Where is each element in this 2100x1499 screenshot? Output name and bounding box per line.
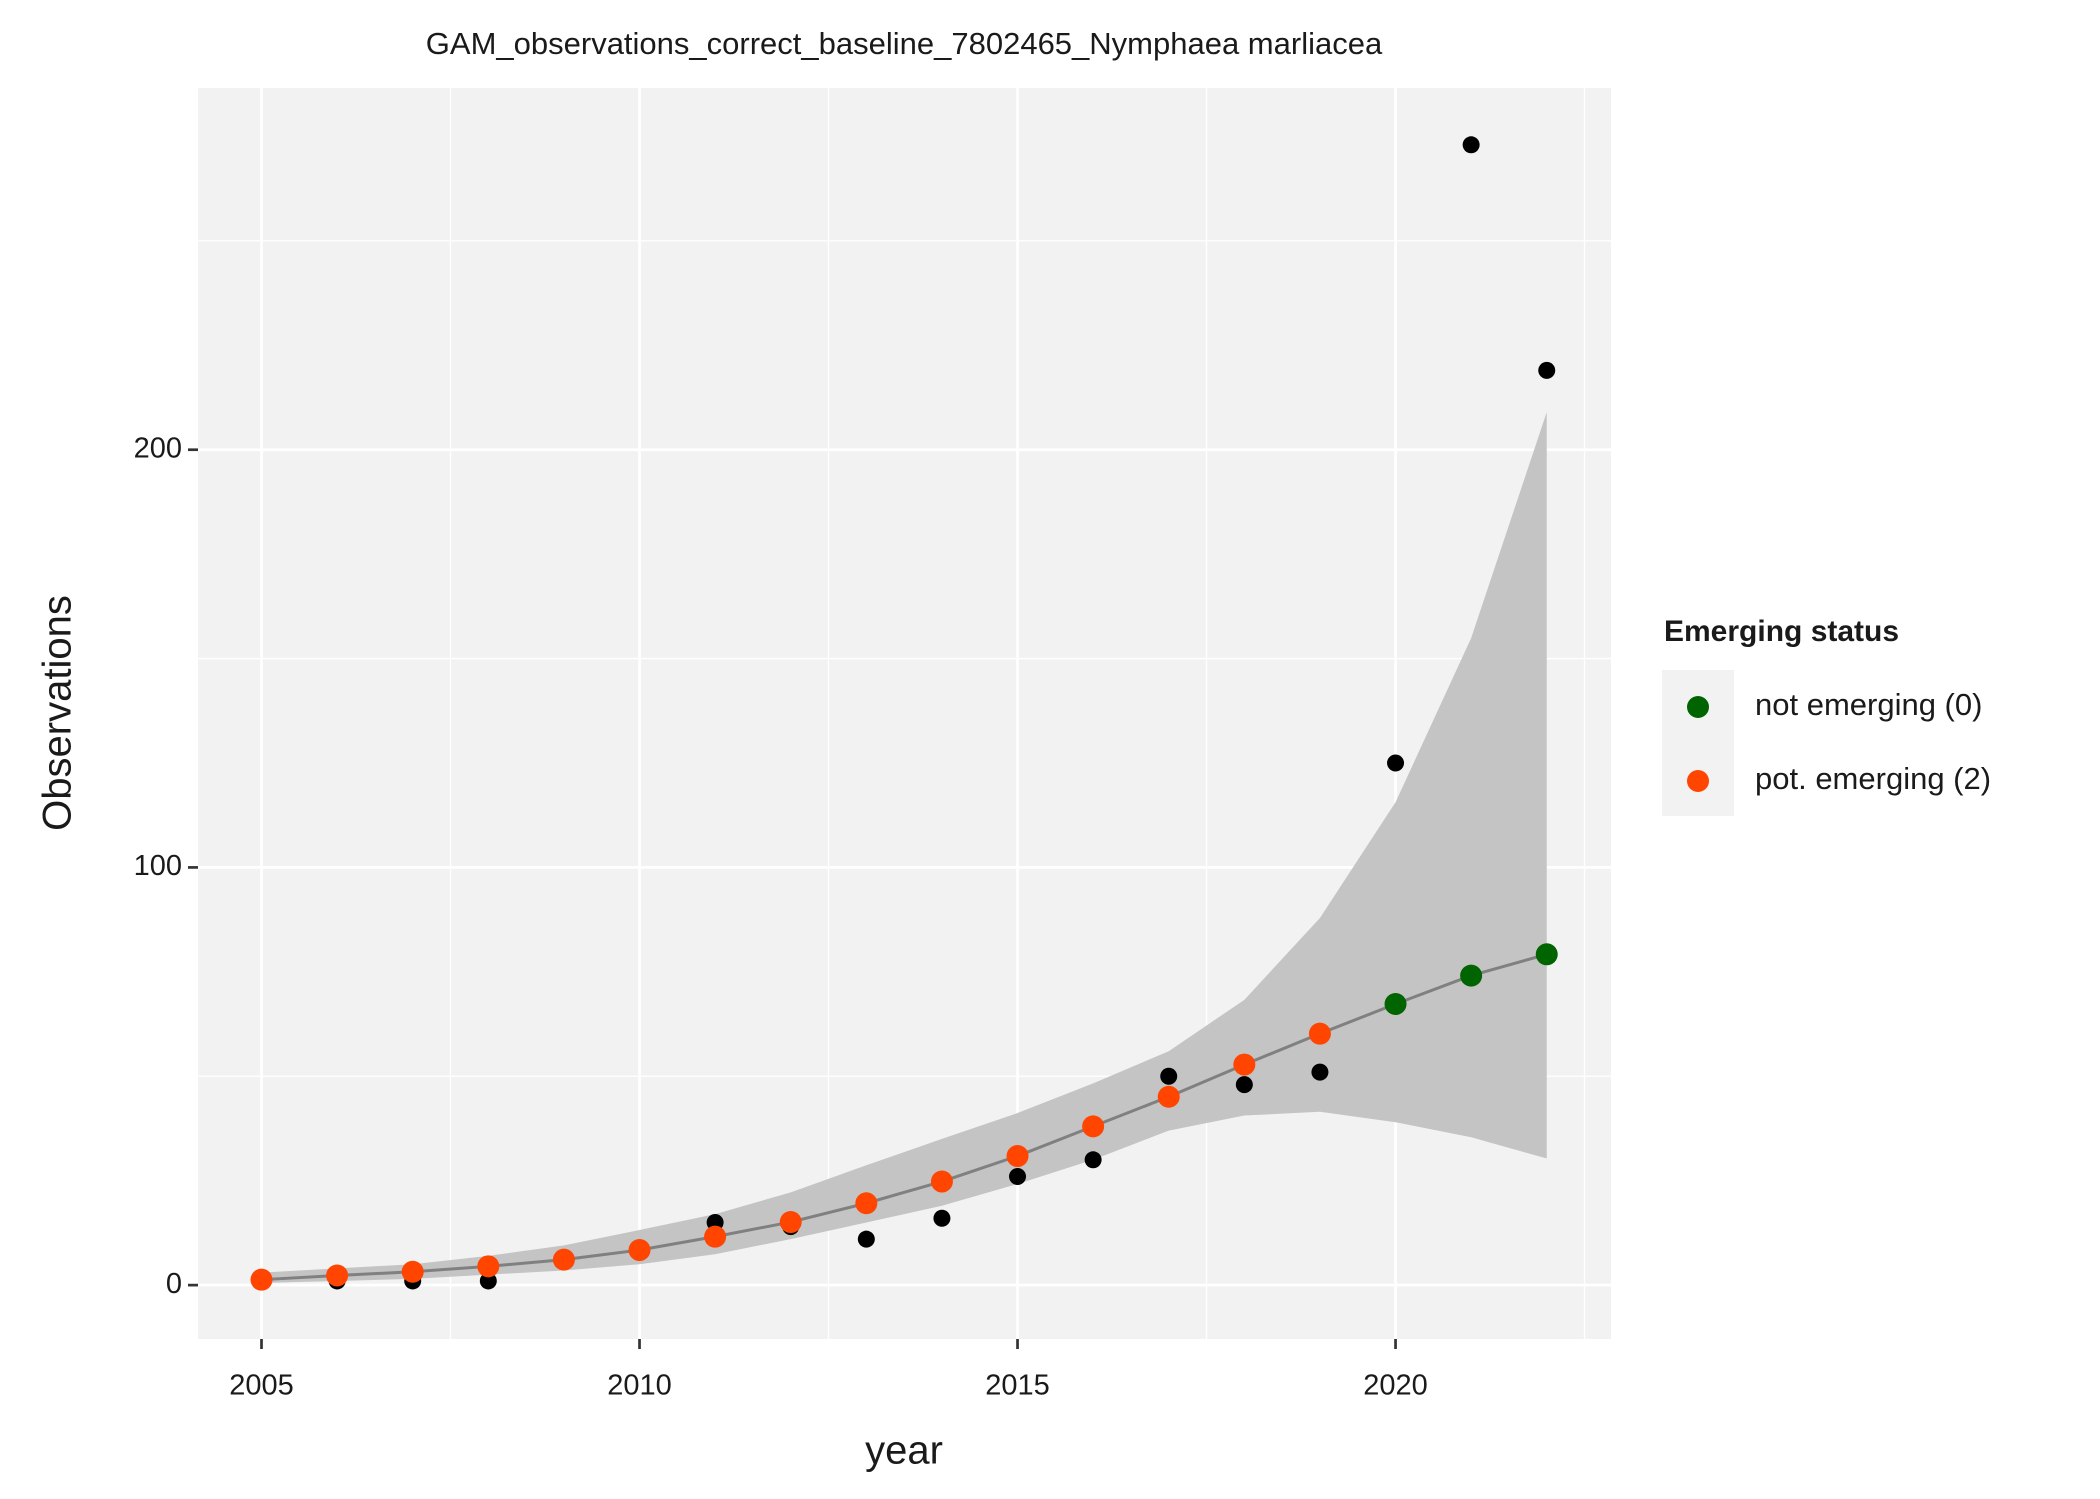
y-tick-label: 0 — [166, 1268, 182, 1300]
legend-key — [1687, 696, 1709, 718]
fitted-point — [1082, 1115, 1105, 1138]
x-tick-label: 2020 — [1363, 1370, 1428, 1402]
legend-title: Emerging status — [1664, 615, 1899, 648]
fitted-point — [552, 1248, 575, 1271]
legend-key-background — [1662, 670, 1734, 816]
x-tick-label: 2015 — [985, 1370, 1050, 1402]
panel — [198, 88, 1611, 1339]
legend-key — [1687, 770, 1709, 792]
fitted-point — [779, 1211, 802, 1234]
legend-label: not emerging (0) — [1755, 687, 1982, 722]
legend-label: pot. emerging (2) — [1755, 761, 1991, 796]
observation-point — [1084, 1151, 1102, 1169]
observation-point — [933, 1209, 951, 1227]
y-tick-label: 200 — [134, 432, 182, 464]
x-axis-title: year — [865, 1429, 943, 1473]
observation-point — [1387, 754, 1405, 772]
fitted-point — [930, 1170, 953, 1193]
fitted-point — [1308, 1022, 1331, 1045]
fitted-point — [477, 1255, 500, 1278]
fitted-point — [628, 1239, 651, 1262]
confidence-ribbon — [261, 412, 1547, 1284]
chart-title: GAM_observations_correct_baseline_780246… — [426, 26, 1383, 61]
y-tick-label: 100 — [134, 850, 182, 882]
observation-point — [1160, 1067, 1178, 1085]
fitted-point — [1535, 943, 1558, 966]
fitted-point — [704, 1225, 727, 1248]
observation-point — [1009, 1168, 1027, 1186]
fitted-point — [1157, 1085, 1180, 1108]
fitted-point — [1384, 993, 1407, 1016]
fitted-point — [1460, 964, 1483, 987]
fitted-point — [855, 1192, 878, 1215]
x-tick-label: 2005 — [229, 1370, 294, 1402]
fit-line — [261, 952, 1548, 1282]
observation-point — [1311, 1063, 1329, 1081]
fitted-point — [401, 1260, 424, 1283]
observation-point — [1538, 361, 1556, 379]
fitted-point — [326, 1264, 349, 1287]
fitted-point — [1006, 1145, 1029, 1168]
observation-point — [1462, 136, 1480, 154]
observation-point — [1235, 1076, 1253, 1094]
observation-point — [479, 1272, 497, 1290]
fitted-point — [1233, 1053, 1256, 1076]
x-tick-label: 2010 — [607, 1370, 672, 1402]
observation-point — [857, 1230, 875, 1248]
fitted-point — [250, 1268, 273, 1291]
y-axis-title: Observations — [36, 595, 80, 831]
